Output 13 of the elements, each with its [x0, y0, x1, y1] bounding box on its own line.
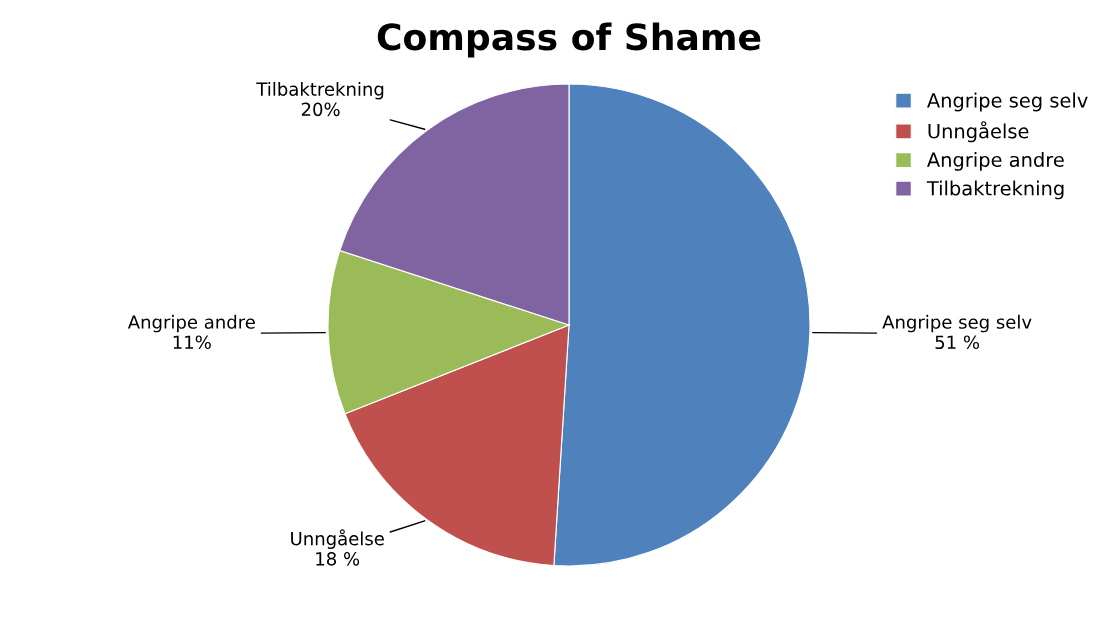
slice-label: Angripe andre — [127, 314, 255, 333]
legend-label: Tilbaktrekning — [926, 180, 1064, 200]
data-label: 51 % — [935, 335, 980, 350]
data-label: 11% — [173, 335, 211, 350]
legend-label: Angripe andre — [927, 152, 1064, 171]
data-label: 18 % — [316, 551, 360, 566]
chart-title: Compass of Shame — [377, 22, 761, 58]
slice-label: Angripe seg selv — [882, 314, 1032, 333]
legend-label: Angripe seg selv — [927, 92, 1088, 112]
legend-label: Unngåelse — [928, 121, 1029, 143]
slice-label: Tilbaktrekning — [256, 81, 384, 100]
data-label: 20% — [301, 102, 340, 117]
slice-label: Unngåelse — [291, 529, 384, 549]
